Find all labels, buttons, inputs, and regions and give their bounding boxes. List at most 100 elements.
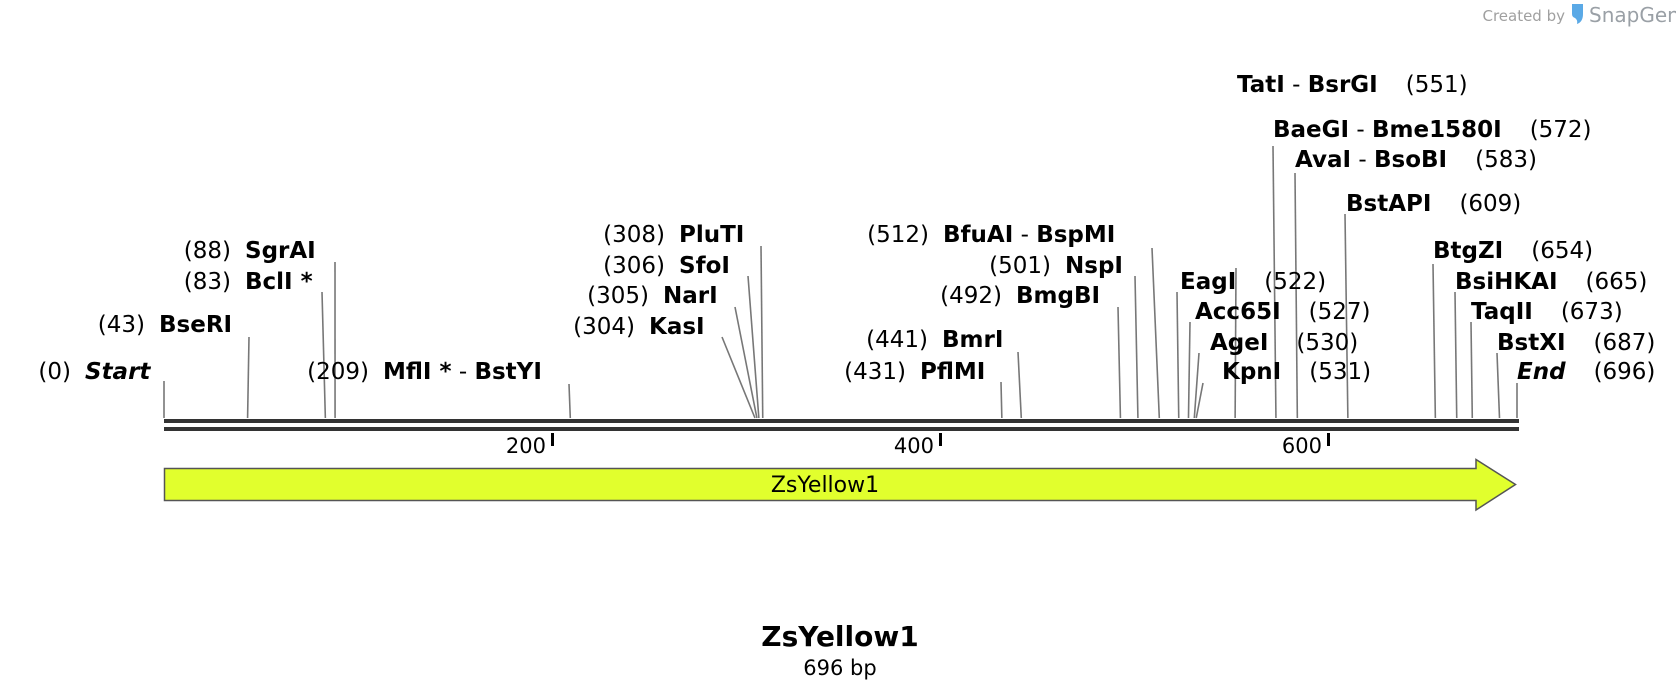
site-position-label: (531)	[1309, 359, 1371, 385]
site-name-label: TatI - BsrGI	[1237, 72, 1378, 98]
site-bsihkai[interactable]: BsiHKAI (665)	[1455, 269, 1647, 295]
site-avai-bsobi[interactable]: AvaI - BsoBI (583)	[1295, 147, 1537, 173]
site-leader-line	[568, 383, 572, 419]
site-name-label: NspI	[1065, 253, 1123, 279]
site-position-label: (209)	[307, 359, 369, 385]
site-sfoi[interactable]: SfoI (306)	[603, 253, 730, 279]
feature-label: ZsYellow1	[771, 473, 879, 498]
site-position-label: (522)	[1264, 269, 1326, 295]
site-position-label: (492)	[940, 283, 1002, 309]
site-name-label: AgeI	[1210, 330, 1268, 356]
site-leader-line	[1187, 321, 1191, 419]
site-nari[interactable]: NarI (305)	[587, 283, 718, 309]
site-name-label: BaeGI - Bme1580I	[1273, 117, 1502, 143]
site-enzyme-name: BaeGI	[1273, 117, 1349, 143]
site-position-label: (306)	[603, 253, 665, 279]
site-name-label: BmrI	[942, 327, 1003, 353]
site-leader-line	[321, 291, 327, 419]
credit-brand: SnapGene	[1589, 3, 1676, 27]
site-position-label: (308)	[603, 222, 665, 248]
site-name-label: AvaI - BsoBI	[1295, 147, 1447, 173]
site-enzyme-name: BseRI	[159, 312, 232, 338]
site-leader-line	[1193, 352, 1200, 419]
site-name-label: BstAPI	[1346, 191, 1431, 217]
site-leader-line	[1134, 275, 1139, 419]
site-position-label: (673)	[1561, 299, 1623, 325]
site-acc65i[interactable]: Acc65I (527)	[1195, 299, 1371, 325]
site-name-label: Start	[85, 359, 151, 385]
site-leader-line	[1432, 263, 1437, 419]
site-position-label: (0)	[38, 359, 71, 385]
site-bstapi[interactable]: BstAPI (609)	[1346, 191, 1521, 217]
site-position-label: (305)	[587, 283, 649, 309]
site-position-label: (43)	[98, 312, 145, 338]
site-position-label: (83)	[184, 269, 231, 295]
site-nspi[interactable]: NspI (501)	[989, 253, 1123, 279]
site-name-label: End	[1517, 359, 1566, 385]
site-leader-lines	[163, 145, 1518, 419]
site-mfli-bstyi[interactable]: MflI * - BstYI (209)	[307, 359, 542, 385]
site-bmgbi[interactable]: BmgBI (492)	[940, 283, 1100, 309]
credit-prefix: Created by	[1482, 7, 1565, 25]
site-enzyme-name: BspMI	[1036, 222, 1115, 248]
ruler-tick-mark-400	[939, 433, 942, 446]
site-enzyme-name: Start	[85, 359, 151, 385]
site-sgrai[interactable]: SgrAI (88)	[184, 238, 316, 264]
site-bstxi[interactable]: BstXI (687)	[1497, 330, 1655, 356]
site-pflmi[interactable]: PflMI (431)	[844, 359, 985, 385]
site-enzyme-name: PluTI	[679, 222, 744, 248]
site-name-label: BseRI	[159, 312, 232, 338]
site-enzyme-name: TaqII	[1471, 299, 1533, 325]
site-position-label: (665)	[1586, 269, 1648, 295]
sequence-length: 696 bp	[803, 656, 876, 680]
site-tati-bsrgi[interactable]: TatI - BsrGI (551)	[1237, 72, 1468, 98]
site-leader-line	[734, 306, 758, 419]
ruler-tick-label-400: 400	[894, 434, 934, 458]
feature-zsyellow1[interactable]: ZsYellow1	[163, 458, 1517, 512]
ruler-tick-label-200: 200	[506, 434, 546, 458]
site-bseri[interactable]: BseRI (43)	[98, 312, 232, 338]
restriction-sites: Start (0) BseRI (43) BclI * (83) SgrAI (88) MflI…	[38, 72, 1655, 385]
site-enzyme-name: SfoI	[679, 253, 730, 279]
site-leader-line	[1176, 291, 1180, 419]
site-position-label: (609)	[1459, 191, 1521, 217]
site-name-label: BmgBI	[1016, 283, 1100, 309]
feature-arrow[interactable]	[163, 458, 1517, 512]
site-enzyme-name: BmgBI	[1016, 283, 1100, 309]
site-enzyme-name: BclI *	[245, 269, 313, 295]
site-kpni[interactable]: KpnI (531)	[1222, 359, 1371, 385]
site-name-label: BclI *	[245, 269, 313, 295]
site-position-label: (512)	[867, 222, 929, 248]
site-leader-line	[721, 336, 756, 419]
site-name-label: BsiHKAI	[1455, 269, 1558, 295]
site-enzyme-name: MflI *	[383, 359, 452, 385]
site-end[interactable]: End (696)	[1517, 359, 1655, 385]
site-enzyme-name: NarI	[663, 283, 718, 309]
site-btgzi[interactable]: BtgZI (654)	[1433, 238, 1593, 264]
site-name-label: KpnI	[1222, 359, 1281, 385]
site-eagi[interactable]: EagI (522)	[1180, 269, 1326, 295]
site-leader-line	[1344, 213, 1349, 419]
site-kasi[interactable]: KasI (304)	[573, 314, 704, 340]
site-enzyme-name: TatI	[1237, 72, 1285, 98]
site-leader-line	[747, 275, 760, 419]
site-name-label: SfoI	[679, 253, 730, 279]
site-baegi-bme1580i[interactable]: BaeGI - Bme1580I (572)	[1273, 117, 1592, 143]
site-name-label: BfuAI - BspMI	[943, 222, 1115, 248]
site-enzyme-name: BstXI	[1497, 330, 1566, 356]
site-agei[interactable]: AgeI (530)	[1210, 330, 1358, 356]
site-bmri[interactable]: BmrI (441)	[866, 327, 1003, 353]
site-leader-line	[1294, 172, 1299, 419]
site-leader-line	[1470, 321, 1474, 419]
ruler: 200 400 600	[506, 433, 1330, 458]
site-name-label: Acc65I	[1195, 299, 1281, 325]
site-bcli-[interactable]: BclI * (83)	[184, 269, 313, 295]
site-taqii[interactable]: TaqII (673)	[1471, 299, 1623, 325]
site-leader-line	[1234, 267, 1237, 419]
site-leader-line	[246, 336, 250, 419]
site-bfuai-bspmi[interactable]: BfuAI - BspMI (512)	[867, 222, 1115, 248]
site-pluti[interactable]: PluTI (308)	[603, 222, 744, 248]
site-start[interactable]: Start (0)	[38, 359, 151, 385]
site-enzyme-name: BsrGI	[1308, 72, 1378, 98]
site-position-label: (88)	[184, 238, 231, 264]
